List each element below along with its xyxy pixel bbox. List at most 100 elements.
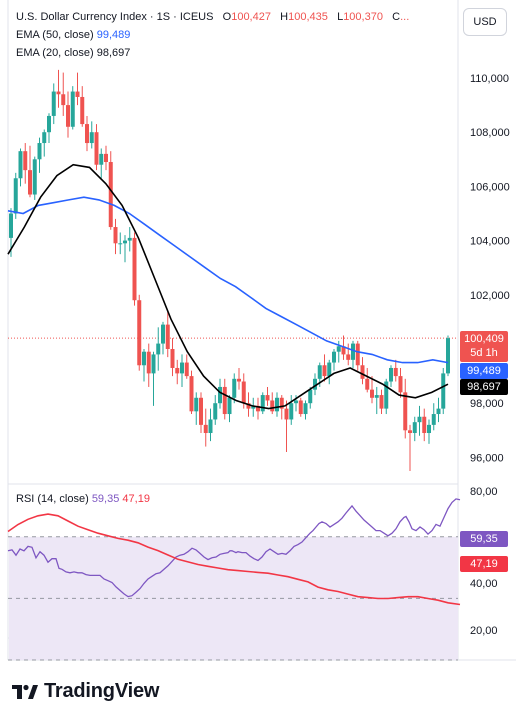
candle-body <box>85 124 89 144</box>
candle-body <box>23 151 28 171</box>
ohlc-close-key: C <box>392 11 401 23</box>
candle-body <box>365 378 370 390</box>
candle-body <box>270 400 275 412</box>
candle-body <box>389 367 393 382</box>
rsi-value-tag: 59,35 <box>460 531 508 547</box>
candle-body <box>132 237 137 301</box>
candle-body <box>51 91 56 116</box>
price-tick-label: 108,000 <box>470 127 510 139</box>
rsi-tick-label: 20,00 <box>470 625 498 637</box>
candle-body <box>446 338 450 374</box>
candle-body <box>61 94 66 106</box>
last-price-value: 100,409 <box>464 333 504 345</box>
candle-body <box>47 115 51 133</box>
candle-body <box>308 389 313 404</box>
rsi-ma-line <box>7 513 461 606</box>
candle-body <box>284 408 289 420</box>
candle-body <box>127 237 132 241</box>
candle-body <box>246 403 251 409</box>
candle-body <box>28 170 32 195</box>
candle-body <box>370 389 374 398</box>
candle-body <box>37 143 42 160</box>
candle-body <box>237 378 241 382</box>
candle-body <box>360 365 365 379</box>
bar-countdown: 5d 1h <box>470 347 498 359</box>
currency-button[interactable]: USD <box>463 8 507 36</box>
candle-body <box>384 381 389 409</box>
candle-body <box>232 378 237 398</box>
candle-body <box>165 324 170 349</box>
ohlc-low-value: 100,370 <box>343 11 383 23</box>
candle-body <box>393 367 398 377</box>
candle-body <box>289 403 294 420</box>
rsi-ma-legend-value: 47,19 <box>122 493 150 505</box>
candle-body <box>265 395 270 401</box>
candle-body <box>137 300 142 366</box>
candle-body <box>398 376 403 393</box>
candle-body <box>412 422 417 434</box>
candle-body <box>251 405 256 409</box>
price-tick-label: 110,000 <box>470 73 509 85</box>
brand-name: TradingView <box>44 680 160 702</box>
ema50-legend[interactable]: EMA (50, close) 99,489 <box>16 28 130 42</box>
candle-body <box>417 416 422 423</box>
ema20-line <box>7 163 449 410</box>
candle-body <box>422 416 427 434</box>
candle-body <box>322 365 327 377</box>
rsi-legend-label: RSI (14, close) <box>16 493 89 505</box>
candle-body <box>379 395 384 409</box>
candle-body <box>313 378 317 390</box>
candle-body <box>374 395 379 398</box>
candle-body <box>151 354 156 374</box>
price-tick-label: 106,000 <box>470 181 510 193</box>
candle-body <box>66 105 70 127</box>
candle-body <box>436 408 441 415</box>
candle-body <box>118 243 123 245</box>
ohlc-low: L100,370 <box>331 11 386 23</box>
candle-body <box>241 381 246 404</box>
ohlc-high-value: 100,435 <box>288 11 328 23</box>
candle-body <box>156 343 161 355</box>
candle-body <box>180 362 184 374</box>
candle-body <box>294 400 298 404</box>
price-tick-label: 96,000 <box>470 452 504 464</box>
rsi-tick-label: 80,00 <box>470 486 498 498</box>
candle-body <box>42 132 47 144</box>
ema20-legend-label: EMA (20, close) <box>16 47 94 59</box>
candle-body <box>275 397 279 412</box>
last-price-tag: 100,409 5d 1h <box>460 331 508 362</box>
candle-body <box>256 405 260 412</box>
symbol-title: U.S. Dollar Currency Index · 1S · ICEUS <box>16 11 214 23</box>
candle-body <box>170 349 175 368</box>
candle-body <box>146 351 151 374</box>
candle-body <box>199 397 203 425</box>
candle-body <box>161 324 165 344</box>
candle-body <box>99 153 104 165</box>
price-tick-label: 104,000 <box>470 236 510 248</box>
candle-body <box>175 367 180 374</box>
rsi-legend[interactable]: RSI (14, close) 59,35 47,19 <box>16 492 150 506</box>
candle-body <box>142 351 146 366</box>
candle-body <box>327 362 332 377</box>
candle-body <box>222 386 227 415</box>
candle-body <box>403 392 408 431</box>
candle-body <box>9 213 13 238</box>
candle-body <box>431 414 436 425</box>
candle-body <box>113 227 118 244</box>
candle-body <box>13 178 18 214</box>
candle-body <box>260 395 265 412</box>
candle-body <box>341 346 346 355</box>
ema20-legend[interactable]: EMA (20, close) 98,697 <box>16 46 130 60</box>
candle-body <box>218 386 222 404</box>
candle-body <box>408 430 412 434</box>
tradingview-logo-icon <box>12 684 38 699</box>
candle-body <box>56 91 61 95</box>
ema20-price-tag: 98,697 <box>460 379 508 395</box>
candle-body <box>332 351 336 363</box>
candle-body <box>336 346 341 352</box>
candle-body <box>203 424 208 434</box>
ema50-legend-label: EMA (50, close) <box>16 29 94 41</box>
tradingview-brand[interactable]: TradingView <box>12 680 159 703</box>
candle-body <box>279 397 284 409</box>
